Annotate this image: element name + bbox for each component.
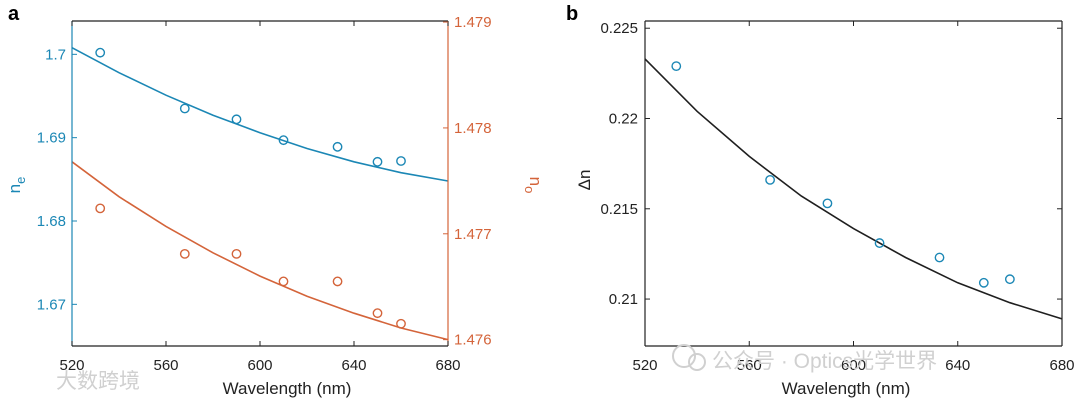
delta-n-data-point: [671, 61, 682, 72]
right-axis-label-sub: o: [522, 186, 537, 193]
panel-a-left-tick-label: 1.69: [37, 130, 66, 147]
panel-a-x-axis-label: Wavelength (nm): [223, 379, 352, 398]
panel-a-right-tick-label: 1.479: [454, 14, 492, 31]
panel-b-axes: [644, 20, 1063, 347]
ne-data-point: [278, 135, 289, 146]
panel-a-left-tick-label: 1.68: [37, 213, 66, 230]
panel-b-y-axis-label: Δn: [575, 170, 594, 191]
panel-a-right-tick-label: 1.476: [454, 332, 492, 349]
left-axis-label-base: n: [5, 184, 24, 193]
panel-a-data-points: [95, 47, 406, 329]
panel-a-right-tick-label: 1.478: [454, 120, 492, 137]
no-data-point: [179, 248, 190, 259]
wechat-icon: [672, 344, 696, 368]
panel-b-y-tick-label: 0.225: [600, 20, 638, 37]
panel-a-right-axis-label: no: [522, 177, 545, 194]
ne-data-point: [396, 156, 406, 166]
ne-data-point: [95, 47, 106, 58]
watermark-left: 大数跨境: [56, 370, 140, 393]
no-data-point: [231, 248, 242, 259]
panel-a-fit-lines: [71, 46, 449, 341]
ne-data-point: [231, 114, 242, 125]
delta-n-data-point: [822, 198, 833, 209]
panel-b-x-tick-label: 600: [841, 357, 866, 374]
no-data-point: [332, 276, 343, 287]
panel-a-x-tick-label: 520: [59, 357, 84, 374]
panel-a-axes: [71, 20, 449, 347]
panel-a-x-tick-label: 600: [247, 357, 272, 374]
watermark-right: 公众号 · Optics光学世界: [712, 350, 937, 373]
wechat-icon-bubble: [688, 353, 706, 371]
panel-a-x-tick-label: 680: [435, 357, 460, 374]
ne-data-point: [372, 156, 383, 167]
delta-n-data-point: [934, 252, 945, 263]
delta-n-data-point: [1004, 274, 1015, 285]
ne-data-point: [179, 103, 190, 114]
delta-n-data-point: [765, 174, 775, 185]
svg-text:no: no: [522, 177, 545, 194]
no-fit-line: [71, 161, 449, 341]
no-data-point: [278, 276, 289, 287]
panel-label-a: a: [8, 3, 20, 25]
panel-b-x-tick-label: 640: [945, 357, 970, 374]
panel-a-left-tick-label: 1.67: [37, 296, 66, 313]
panel-b-x-tick-label: 520: [632, 357, 657, 374]
panel-a-x-tick-label: 640: [341, 357, 366, 374]
panel-b-x-tick-label: 680: [1049, 357, 1074, 374]
panel-b-data-points: [671, 61, 1015, 288]
panel-b-x-tick-label: 560: [737, 357, 762, 374]
panel-a-left-axis-label: ne: [5, 177, 28, 194]
delta-n-fit-line: [644, 58, 1063, 320]
delta-n-data-point: [978, 277, 989, 288]
panel-b-x-axis-label: Wavelength (nm): [782, 379, 911, 398]
no-data-point: [95, 203, 106, 214]
ne-fit-line: [71, 46, 449, 182]
panel-b-y-tick-label: 0.215: [600, 201, 638, 218]
left-axis-label-sub: e: [13, 177, 28, 184]
panel-b-y-tick-label: 0.21: [609, 291, 638, 308]
no-data-point: [396, 318, 406, 329]
watermark-right-group: 公众号 · Optics光学世界: [672, 344, 937, 373]
panel-a-right-tick-label: 1.477: [454, 226, 492, 243]
panel-a-ticks: 520 560 600 640 680 1.67 1.68 1.69 1.7 1.476 1.477…: [37, 14, 492, 374]
panel-b-fit-line: [644, 58, 1063, 320]
ne-data-point: [332, 141, 343, 152]
right-axis-label-base: n: [526, 177, 545, 186]
svg-text:ne: ne: [5, 177, 28, 194]
panel-a-left-tick-label: 1.7: [45, 46, 66, 63]
panel-b-y-tick-label: 0.22: [609, 111, 638, 128]
panel-b-y-axis-label-group: Δn: [575, 170, 594, 191]
panel-a-x-tick-label: 560: [153, 357, 178, 374]
panel-label-b: b: [566, 3, 578, 25]
no-data-point: [372, 308, 383, 319]
panel-b-ticks: 520 560 600 640 680 0.21 0.215 0.22 0.225: [600, 20, 1074, 374]
delta-n-data-point: [874, 238, 885, 248]
